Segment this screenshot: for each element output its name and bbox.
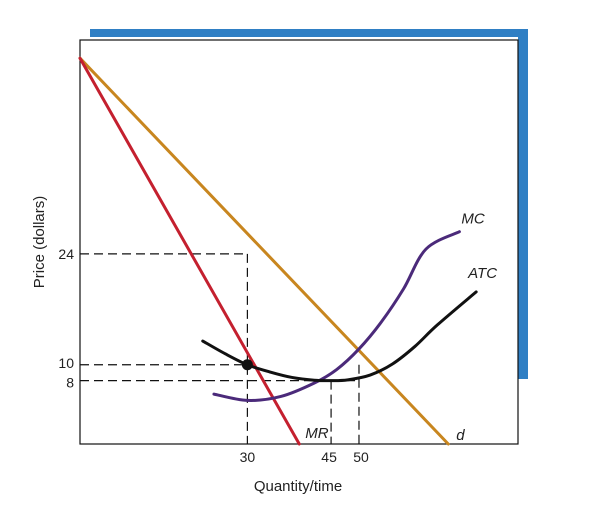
frame-accent-right	[518, 29, 528, 379]
y-tick-label-10: 10	[58, 355, 74, 371]
highlight-point-1	[241, 359, 253, 371]
series-line-d	[78, 56, 450, 446]
ticks-layer: 30 45 50 24 10 8	[58, 246, 369, 465]
plot-area	[79, 39, 519, 445]
y-axis-title: Price (dollars)	[31, 196, 48, 289]
x-tick-label-45: 45	[321, 449, 337, 465]
x-axis-title: Quantity/time	[254, 478, 342, 495]
curve-labels-layer: MC ATC MR d	[305, 211, 497, 444]
curve-label-d: d	[456, 427, 465, 444]
y-tick-label-24: 24	[58, 246, 74, 262]
frame-accent-top	[90, 29, 528, 37]
x-tick-label-30: 30	[240, 449, 256, 465]
curve-label-atc: ATC	[467, 265, 497, 282]
points-layer	[241, 359, 253, 371]
y-tick-label-8: 8	[66, 375, 74, 391]
series-line-mc	[212, 230, 461, 402]
series-layer	[78, 56, 478, 446]
series-line-mr	[78, 56, 301, 446]
curve-label-mr: MR	[305, 425, 328, 442]
curve-label-mc: MC	[461, 211, 484, 228]
x-tick-label-50: 50	[353, 449, 369, 465]
